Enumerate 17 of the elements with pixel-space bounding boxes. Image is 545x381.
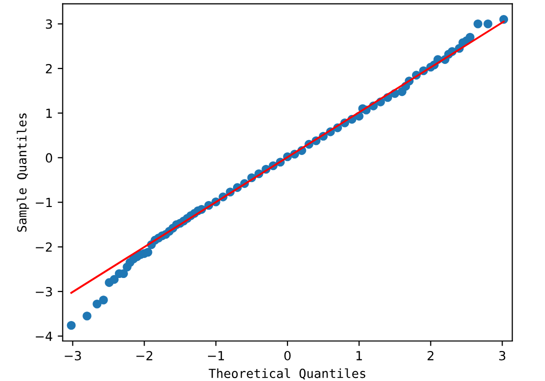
x-tick-label: −2 xyxy=(136,350,152,360)
y-tick-label: 0 xyxy=(46,153,52,163)
y-tick-label: 3 xyxy=(46,19,52,29)
y-tick-label: −3 xyxy=(36,286,52,296)
x-tick-label: 3 xyxy=(499,350,506,360)
x-tick-label: 2 xyxy=(428,350,434,360)
x-tick-label: 0 xyxy=(284,350,291,360)
x-tick-label: −1 xyxy=(208,351,224,360)
y-tick-label: −1 xyxy=(36,198,52,208)
x-axis-title: Theoretical Quantiles xyxy=(208,368,366,380)
y-tick-label: 1 xyxy=(46,108,52,118)
x-tick-label: −3 xyxy=(64,350,81,360)
y-tick-label: 2 xyxy=(46,64,52,74)
x-tick-label: 1 xyxy=(356,351,362,360)
y-tick-label: −4 xyxy=(36,332,52,341)
y-axis-title: Sample Quantiles xyxy=(16,113,29,232)
y-tick-label: −2 xyxy=(36,242,52,252)
